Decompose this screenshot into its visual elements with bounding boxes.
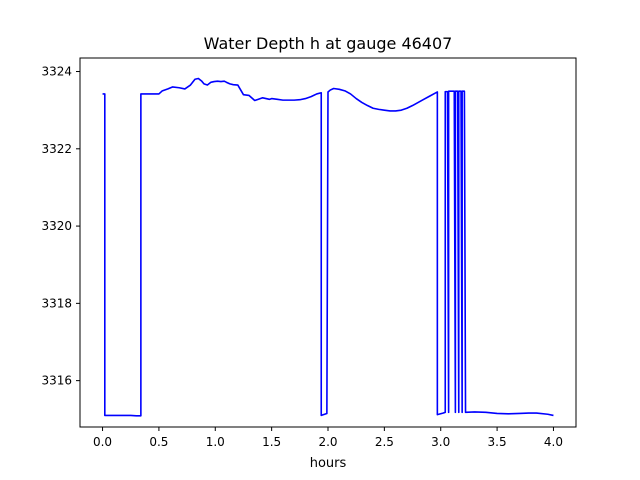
x-tick-label: 3.5 xyxy=(488,435,507,449)
x-tick-label: 1.0 xyxy=(206,435,225,449)
x-tick-label: 2.0 xyxy=(318,435,337,449)
x-tick-label: 4.0 xyxy=(544,435,563,449)
series-line xyxy=(102,77,554,417)
y-tick-label: 3318 xyxy=(41,296,72,310)
chart-title: Water Depth h at gauge 46407 xyxy=(204,34,453,53)
x-tick-label: 3.0 xyxy=(431,435,450,449)
x-tick-label: 0.0 xyxy=(93,435,112,449)
y-tick-label: 3316 xyxy=(41,374,72,388)
x-tick-label: 1.5 xyxy=(262,435,281,449)
y-axis-ticks: 3316 3318 3320 3322 3324 xyxy=(41,65,80,388)
series-layer xyxy=(102,77,554,417)
y-tick-label: 3322 xyxy=(41,142,72,156)
x-tick-label: 0.5 xyxy=(149,435,168,449)
x-axis-ticks: 0.0 0.5 1.0 1.5 2.0 2.5 3.0 3.5 4.0 xyxy=(93,427,563,449)
y-tick-label: 3320 xyxy=(41,219,72,233)
x-tick-label: 2.5 xyxy=(375,435,394,449)
y-tick-label: 3324 xyxy=(41,65,72,79)
x-axis-label: hours xyxy=(310,456,347,471)
